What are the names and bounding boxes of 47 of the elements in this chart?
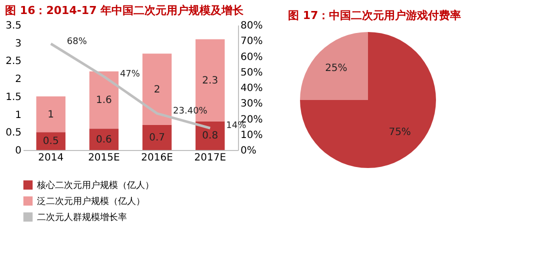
pie-slice xyxy=(300,32,436,168)
data-label: 14% xyxy=(226,121,247,132)
x-tick-label: 2014 xyxy=(38,152,64,164)
data-label: 47% xyxy=(120,70,140,80)
y2-tick-label: 0% xyxy=(240,146,256,156)
data-label: 75% xyxy=(388,126,411,138)
data-label: 25% xyxy=(325,63,348,74)
y2-tick-label: 30% xyxy=(240,98,263,110)
data-label: 1 xyxy=(48,109,54,120)
y-tick-label: 3 xyxy=(15,38,22,50)
y2-tick-label: 70% xyxy=(240,36,263,48)
y-tick-label: 0 xyxy=(15,146,22,156)
data-label: 0.7 xyxy=(149,132,165,144)
data-label: 23.40% xyxy=(173,106,208,116)
chart-title: 图 17：中国二次元用户游戏付费率 xyxy=(288,9,462,22)
x-tick-label: 2016E xyxy=(141,152,173,164)
bar xyxy=(89,71,119,129)
data-label: 0.6 xyxy=(96,134,112,146)
y-tick-label: 1 xyxy=(15,110,22,121)
y-tick-label: 3.5 xyxy=(6,20,22,32)
data-label: 2.3 xyxy=(202,75,218,86)
data-label: 68% xyxy=(66,36,88,47)
y2-tick-label: 40% xyxy=(240,83,263,94)
data-label: 2 xyxy=(154,84,160,96)
y2-tick-label: 80% xyxy=(240,20,263,32)
legend-label: 二次元人群规模增长率 xyxy=(37,212,127,223)
y2-tick-label: 60% xyxy=(240,52,263,63)
y-tick-label: 2.5 xyxy=(6,56,22,68)
pie-slice xyxy=(300,32,368,100)
data-label: 0.8 xyxy=(202,130,218,142)
y2-tick-label: 10% xyxy=(240,130,263,141)
data-label: 0.5 xyxy=(42,136,59,148)
legend-label: 泛二次元用户规模（亿人） xyxy=(37,196,145,207)
y-tick-label: 1.5 xyxy=(6,92,22,103)
bar xyxy=(89,128,119,150)
y2-tick-label: 50% xyxy=(240,67,263,78)
bar xyxy=(142,54,172,125)
x-tick-label: 2017E xyxy=(194,152,226,164)
chart-title: 图 16：2014-17 年中国二次元用户规模及增长 xyxy=(5,4,245,17)
y-tick-label: 0.5 xyxy=(6,128,22,139)
bar xyxy=(142,125,172,150)
x-tick-label: 2015E xyxy=(88,152,120,164)
data-label: 1.6 xyxy=(96,95,112,106)
y-tick-label: 2 xyxy=(15,74,22,86)
bar xyxy=(36,132,66,150)
legend-label: 核心二次元用户规模（亿人） xyxy=(36,180,154,191)
bar xyxy=(36,96,66,132)
